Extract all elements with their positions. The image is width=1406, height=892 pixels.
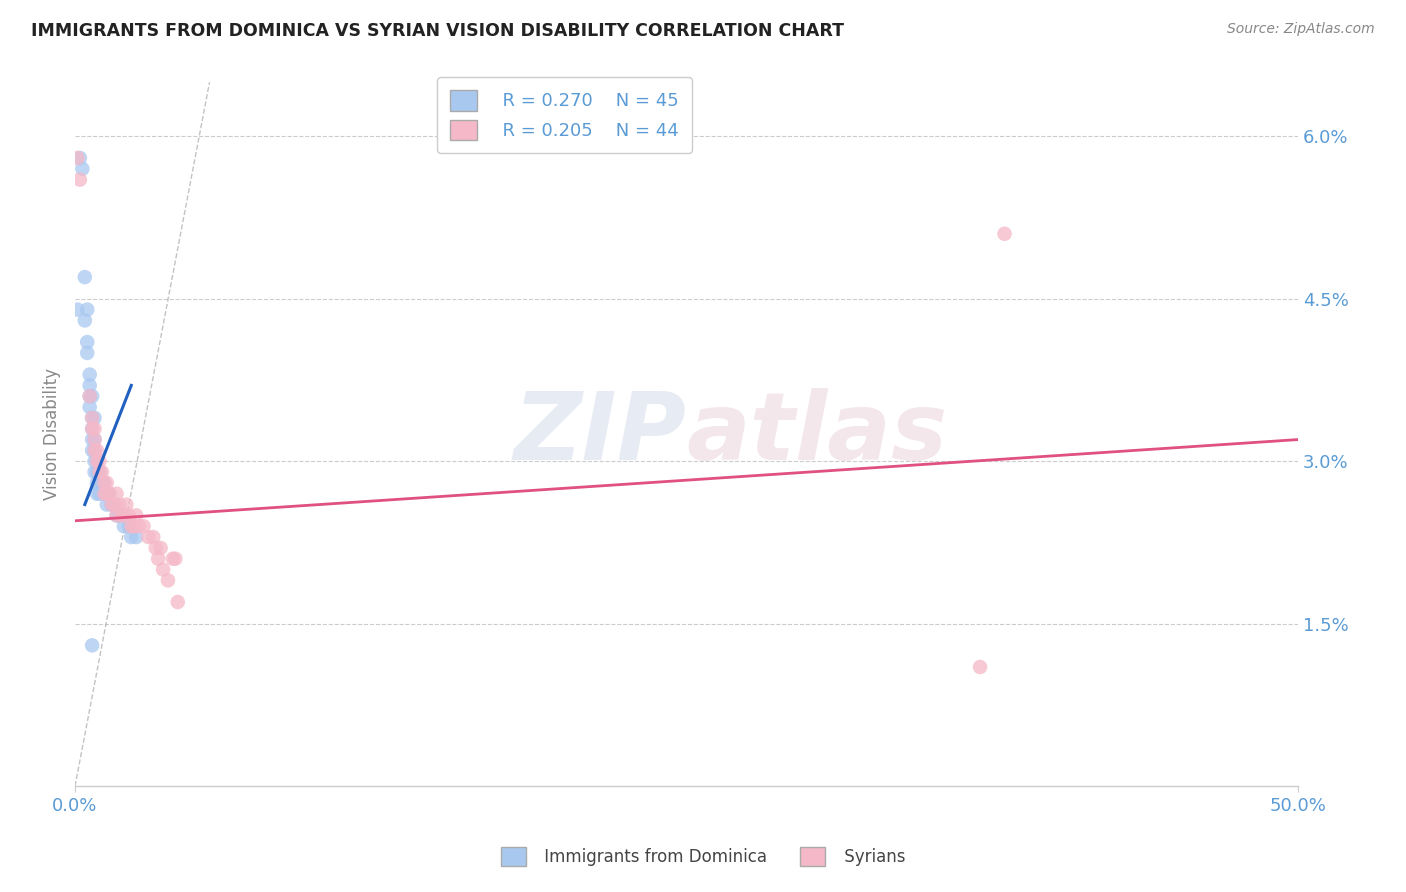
Point [86,454,108,468]
Point [82,389,104,403]
Point [110,508,132,523]
Point [69,172,91,186]
Point [83,410,105,425]
Point [96,486,118,500]
Text: IMMIGRANTS FROM DOMINICA VS SYRIAN VISION DISABILITY CORRELATION CHART: IMMIGRANTS FROM DOMINICA VS SYRIAN VISIO… [31,22,844,40]
Point [165,551,187,566]
Point [82,443,104,458]
Point [98,486,121,500]
Point [76,346,98,360]
Point [82,638,104,652]
Point [90,475,112,490]
Point [83,433,105,447]
Point [89,454,111,468]
Point [89,465,111,479]
Point [110,508,132,523]
Point [125,530,148,544]
Point [93,486,115,500]
Point [100,498,122,512]
Point [89,486,111,500]
Point [118,508,141,523]
Point [96,498,118,512]
Point [105,508,128,523]
Point [93,475,115,490]
Point [79,389,101,403]
Point [90,465,112,479]
Point [93,475,115,490]
Point [115,498,138,512]
Text: Source: ZipAtlas.com: Source: ZipAtlas.com [1227,22,1375,37]
Point [148,551,170,566]
Point [66,302,89,317]
Point [112,519,135,533]
Point [82,422,104,436]
Text: ZIP: ZIP [513,388,686,480]
Point [96,486,118,500]
Point [82,422,104,436]
Legend:  Immigrants from Dominica,  Syrians: Immigrants from Dominica, Syrians [494,840,912,873]
Point [82,410,104,425]
Point [86,443,108,458]
Point [108,508,131,523]
Point [79,389,101,403]
Point [86,475,108,490]
Point [83,454,105,468]
Point [83,443,105,458]
Point [82,410,104,425]
Point [73,270,96,285]
Text: atlas: atlas [686,388,948,480]
Point [128,519,150,533]
Point [89,465,111,479]
Point [120,530,142,544]
Point [149,541,172,555]
Point [125,508,148,523]
Point [152,562,174,576]
Point [86,486,108,500]
Point [103,498,125,512]
Point [108,498,131,512]
Point [105,508,128,523]
Point [69,151,91,165]
Point [83,465,105,479]
Point [93,486,115,500]
Point [86,465,108,479]
Point [76,335,98,350]
Point [66,151,89,165]
Point [112,508,135,523]
Point [98,486,121,500]
Point [73,313,96,327]
Point [103,498,125,512]
Point [83,422,105,436]
Point [79,368,101,382]
Point [993,227,1015,241]
Point [83,443,105,458]
Point [132,519,155,533]
Point [72,161,94,176]
Point [122,519,145,533]
Point [82,433,104,447]
Point [86,454,108,468]
Point [166,595,188,609]
Point [162,551,184,566]
Point [79,378,101,392]
Point [89,475,111,490]
Point [76,302,98,317]
Point [145,541,167,555]
Point [120,519,142,533]
Y-axis label: Vision Disability: Vision Disability [44,368,60,500]
Legend:   R = 0.270    N = 45,   R = 0.205    N = 44: R = 0.270 N = 45, R = 0.205 N = 44 [437,77,692,153]
Point [79,400,101,414]
Point [100,498,122,512]
Point [969,660,991,674]
Point [118,519,141,533]
Point [156,574,179,588]
Point [142,530,165,544]
Point [105,486,128,500]
Point [96,475,118,490]
Point [138,530,160,544]
Point [83,433,105,447]
